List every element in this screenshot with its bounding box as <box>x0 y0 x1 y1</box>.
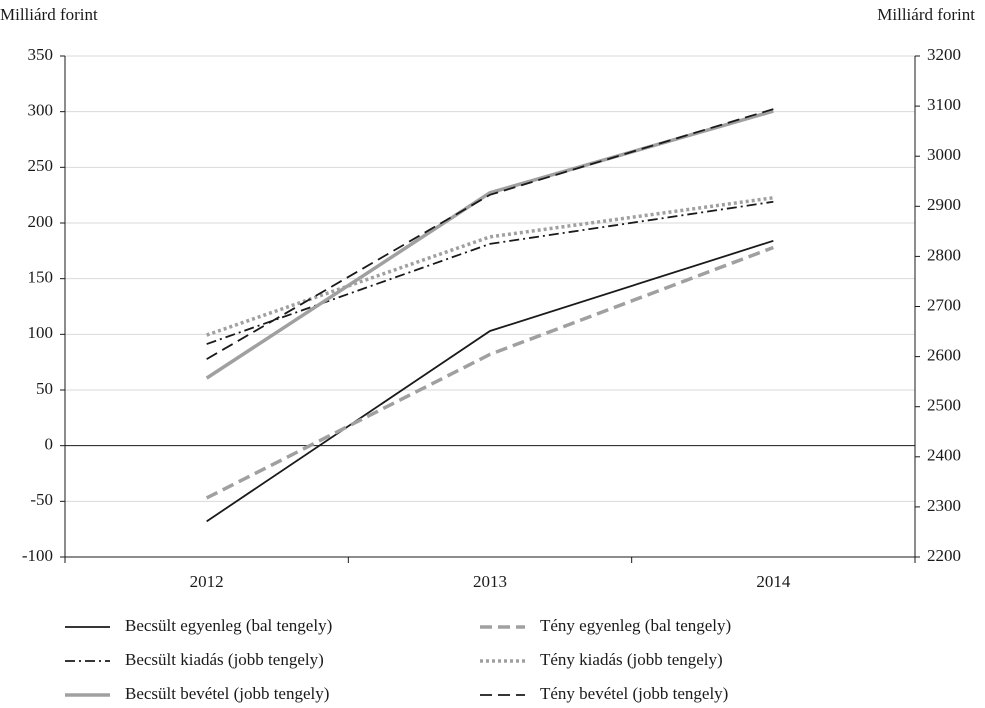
legend-label: Tény egyenleg (bal tengely) <box>540 616 731 635</box>
series-line <box>206 108 774 360</box>
legend-label: Becsült bevétel (jobb tengely) <box>125 684 329 703</box>
y-tick-label: 150 <box>28 268 54 287</box>
y-axis-label: Milliárd forint <box>0 5 98 24</box>
y2-tick-label: 3100 <box>927 95 961 114</box>
legend-label: Tény kiadás (jobb tengely) <box>540 650 723 669</box>
y2-tick-label: 2800 <box>927 245 961 264</box>
series-line <box>205 245 774 500</box>
x-tick-label: 2012 <box>190 572 224 591</box>
y2-tick-label: 2700 <box>927 295 961 314</box>
series-line <box>206 239 774 523</box>
legend-label: Becsült kiadás (jobb tengely) <box>125 650 324 669</box>
legend-label: Tény bevétel (jobb tengely) <box>540 684 728 703</box>
y-tick-label: -100 <box>22 546 53 565</box>
y2-tick-label: 2500 <box>927 396 961 415</box>
y2-axis-label: Milliárd forint <box>877 5 975 24</box>
y-tick-label: 200 <box>28 212 54 231</box>
y-tick-label: -50 <box>30 490 53 509</box>
x-tick-label: 2014 <box>756 572 791 591</box>
y2-tick-label: 3000 <box>927 145 961 164</box>
y2-tick-label: 2400 <box>927 446 961 465</box>
y2-tick-label: 2900 <box>927 195 961 214</box>
y2-tick-label: 2300 <box>927 496 961 515</box>
y2-tick-label: 3200 <box>927 45 961 64</box>
series-line <box>206 200 774 345</box>
series-line <box>206 196 774 337</box>
y-tick-label: 50 <box>36 379 53 398</box>
x-tick-label: 2013 <box>473 572 507 591</box>
y-tick-label: 300 <box>28 101 54 120</box>
y2-tick-label: 2600 <box>927 346 961 365</box>
y2-tick-label: 2200 <box>927 546 961 565</box>
y-tick-label: 350 <box>28 45 54 64</box>
legend-label: Becsült egyenleg (bal tengely) <box>125 616 332 635</box>
y-tick-label: 250 <box>28 156 54 175</box>
y-tick-label: 100 <box>28 323 54 342</box>
y-tick-label: 0 <box>45 435 54 454</box>
